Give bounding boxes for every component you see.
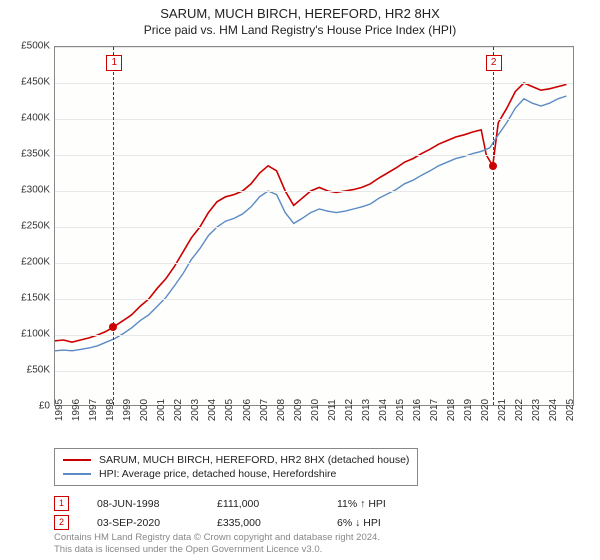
legend: SARUM, MUCH BIRCH, HEREFORD, HR2 8HX (de… [54, 448, 418, 486]
event-row: 2 03-SEP-2020 £335,000 6% ↓ HPI [54, 513, 429, 532]
event-date: 03-SEP-2020 [97, 517, 189, 529]
x-axis-label: 2007 [259, 399, 270, 421]
x-axis-label: 1995 [54, 399, 65, 421]
y-axis-label: £50K [27, 365, 50, 376]
x-axis-label: 2010 [310, 399, 321, 421]
y-axis-label: £350K [21, 149, 50, 160]
x-axis-label: 2024 [548, 399, 559, 421]
gridline [55, 371, 573, 372]
x-axis-label: 2001 [156, 399, 167, 421]
event-marker-box: 2 [54, 515, 69, 530]
x-axis-label: 2008 [276, 399, 287, 421]
x-axis-label: 1997 [88, 399, 99, 421]
event-line [493, 47, 494, 405]
legend-item: SARUM, MUCH BIRCH, HEREFORD, HR2 8HX (de… [63, 453, 409, 467]
footer-line: This data is licensed under the Open Gov… [54, 544, 380, 556]
event-box: 2 [486, 55, 502, 71]
y-axis-label: £150K [21, 293, 50, 304]
y-axis-label: £300K [21, 185, 50, 196]
x-axis-label: 2022 [514, 399, 525, 421]
gridline [55, 263, 573, 264]
event-price: £335,000 [217, 517, 309, 529]
legend-label: HPI: Average price, detached house, Here… [99, 468, 336, 480]
event-marker-box: 1 [54, 496, 69, 511]
legend-item: HPI: Average price, detached house, Here… [63, 467, 409, 481]
gridline [55, 47, 573, 48]
event-dot [489, 162, 497, 170]
event-row: 1 08-JUN-1998 £111,000 11% ↑ HPI [54, 494, 429, 513]
legend-swatch [63, 459, 91, 461]
event-dot [109, 323, 117, 331]
event-box: 1 [106, 55, 122, 71]
footer-line: Contains HM Land Registry data © Crown c… [54, 532, 380, 544]
footer: Contains HM Land Registry data © Crown c… [54, 532, 380, 556]
x-axis-label: 2015 [395, 399, 406, 421]
plot-area: 12 [54, 46, 574, 406]
y-axis-label: £0 [39, 401, 50, 412]
series-line [55, 96, 567, 351]
x-axis-label: 2021 [497, 399, 508, 421]
y-axis-label: £200K [21, 257, 50, 268]
events-table: 1 08-JUN-1998 £111,000 11% ↑ HPI 2 03-SE… [54, 494, 429, 532]
x-axis-label: 2009 [293, 399, 304, 421]
gridline [55, 83, 573, 84]
y-axis-label: £400K [21, 113, 50, 124]
y-axis-label: £100K [21, 329, 50, 340]
arrow-down-icon: ↓ [355, 517, 360, 529]
x-axis-label: 2005 [224, 399, 235, 421]
x-axis-label: 2023 [531, 399, 542, 421]
x-axis-label: 2025 [565, 399, 576, 421]
x-axis-label: 2004 [207, 399, 218, 421]
x-axis-label: 2002 [173, 399, 184, 421]
event-pct: 6% ↓ HPI [337, 517, 429, 529]
gridline [55, 227, 573, 228]
x-axis-label: 2003 [190, 399, 201, 421]
x-axis-label: 2006 [242, 399, 253, 421]
chart-container: SARUM, MUCH BIRCH, HEREFORD, HR2 8HX Pri… [0, 0, 600, 560]
event-date: 08-JUN-1998 [97, 498, 189, 510]
event-pct: 11% ↑ HPI [337, 498, 429, 510]
x-axis-label: 2018 [446, 399, 457, 421]
chart-area: 12 £0£50K£100K£150K£200K£250K£300K£350K£… [54, 46, 574, 406]
event-line [113, 47, 114, 405]
gridline [55, 155, 573, 156]
y-axis-label: £250K [21, 221, 50, 232]
event-price: £111,000 [217, 498, 309, 510]
chart-subtitle: Price paid vs. HM Land Registry's House … [0, 21, 600, 43]
x-axis-label: 2000 [139, 399, 150, 421]
x-axis-label: 1998 [105, 399, 116, 421]
gridline [55, 119, 573, 120]
x-axis-label: 2011 [327, 399, 338, 421]
x-axis-label: 2012 [344, 399, 355, 421]
legend-label: SARUM, MUCH BIRCH, HEREFORD, HR2 8HX (de… [99, 454, 409, 466]
x-axis-label: 2013 [361, 399, 372, 421]
gridline [55, 299, 573, 300]
x-axis-label: 2016 [412, 399, 423, 421]
x-axis-label: 2017 [429, 399, 440, 421]
gridline [55, 191, 573, 192]
y-axis-label: £450K [21, 77, 50, 88]
legend-swatch [63, 473, 91, 475]
y-axis-label: £500K [21, 41, 50, 52]
x-axis-label: 2019 [463, 399, 474, 421]
x-axis-label: 2014 [378, 399, 389, 421]
x-axis-label: 1996 [71, 399, 82, 421]
gridline [55, 335, 573, 336]
x-axis-label: 2020 [480, 399, 491, 421]
chart-title: SARUM, MUCH BIRCH, HEREFORD, HR2 8HX [0, 0, 600, 21]
arrow-up-icon: ↑ [360, 498, 365, 510]
x-axis-label: 1999 [122, 399, 133, 421]
